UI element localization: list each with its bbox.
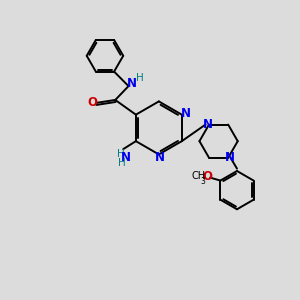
- Text: O: O: [202, 169, 212, 183]
- Text: N: N: [121, 152, 131, 164]
- Text: N: N: [225, 151, 235, 164]
- Text: N: N: [181, 107, 190, 120]
- Text: H: H: [136, 74, 144, 83]
- Text: N: N: [127, 77, 136, 90]
- Text: 3: 3: [200, 177, 205, 186]
- Text: CH: CH: [191, 171, 206, 181]
- Text: N: N: [155, 152, 165, 164]
- Text: O: O: [88, 96, 98, 109]
- Text: H: H: [118, 158, 126, 168]
- Text: N: N: [202, 118, 212, 131]
- Text: H: H: [117, 148, 125, 158]
